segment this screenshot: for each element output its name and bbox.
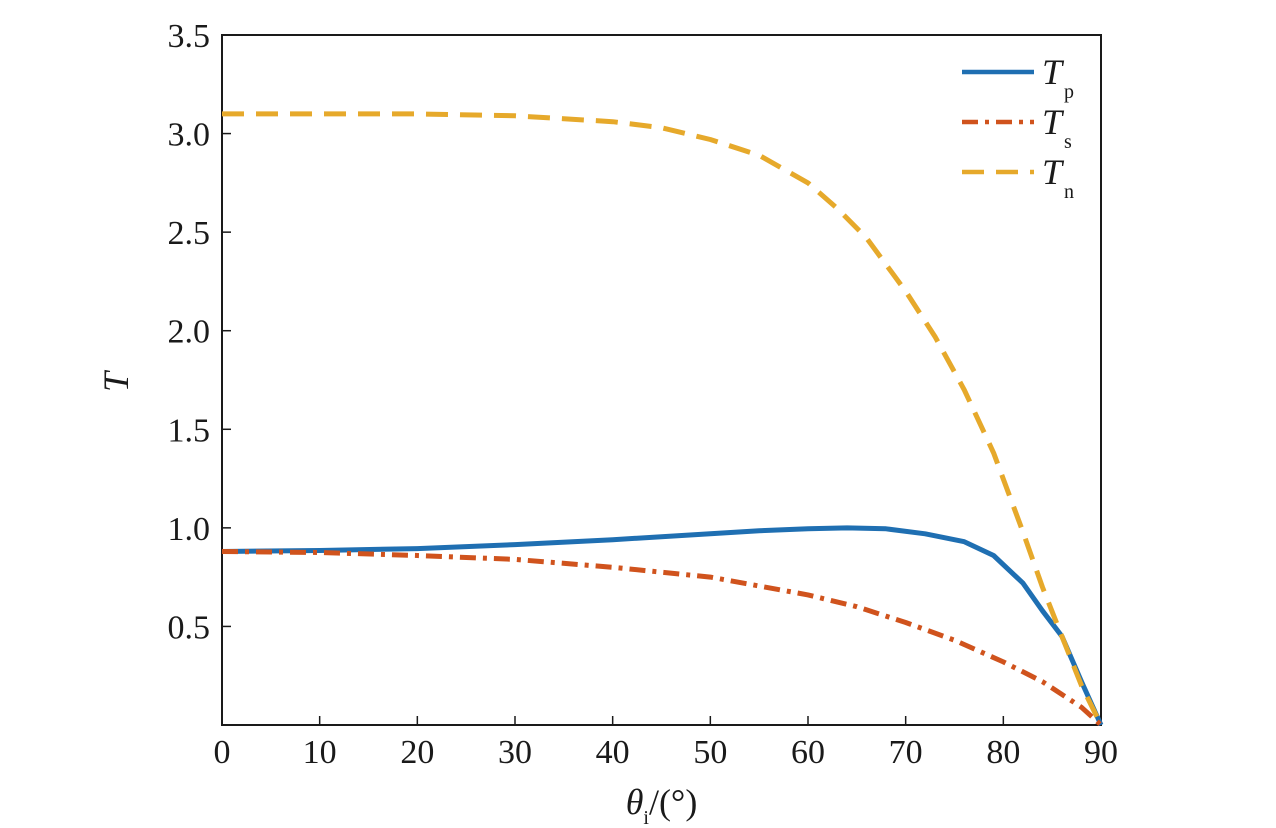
x-tick-label: 10 (303, 734, 337, 771)
x-axis-label-subscript: i (643, 807, 649, 828)
series-line-n (222, 111, 1104, 727)
x-tick-label: 20 (400, 734, 434, 771)
plot-frame (221, 34, 1102, 726)
x-tick-label: 0 (214, 734, 231, 771)
y-tick-label: 2.0 (168, 314, 211, 351)
legend-label-subscript: s (1064, 131, 1072, 153)
series-line-s (221, 549, 1103, 727)
y-tick-label: 0.5 (168, 609, 211, 646)
x-tick-label: 70 (889, 734, 923, 771)
x-axis-label-unit: /(°) (649, 782, 697, 822)
y-tick-label: 1.5 (168, 412, 211, 449)
x-axis-label: θi/(°) (626, 782, 698, 828)
legend-label-symbol: T (1042, 102, 1065, 142)
y-tick-label: 3.0 (168, 117, 211, 154)
legend-label-subscript: n (1064, 181, 1074, 203)
y-axis-label: T (96, 369, 136, 392)
x-tick-label: 80 (986, 734, 1020, 771)
legend-label-symbol: T (1042, 52, 1065, 92)
x-axis-ticks: 0 10 20 30 40 50 60 70 80 90 (214, 716, 1118, 771)
legend-label-subscript: p (1064, 81, 1074, 103)
x-tick-label: 30 (498, 734, 532, 771)
x-tick-label: 90 (1084, 734, 1118, 771)
x-tick-label: 50 (693, 734, 727, 771)
y-tick-label: 2.5 (168, 215, 211, 252)
y-axis-ticks: 0.5 1.0 1.5 2.0 2.5 3.0 3.5 (168, 18, 231, 646)
x-tick-label: 60 (791, 734, 825, 771)
y-tick-label: 3.5 (168, 18, 211, 55)
y-tick-label: 1.0 (168, 511, 211, 548)
x-tick-label: 40 (596, 734, 630, 771)
series-line-p (221, 525, 1104, 727)
legend-label-symbol: T (1042, 152, 1065, 192)
x-axis-label-symbol: θ (626, 782, 644, 822)
series-layer (221, 111, 1104, 727)
